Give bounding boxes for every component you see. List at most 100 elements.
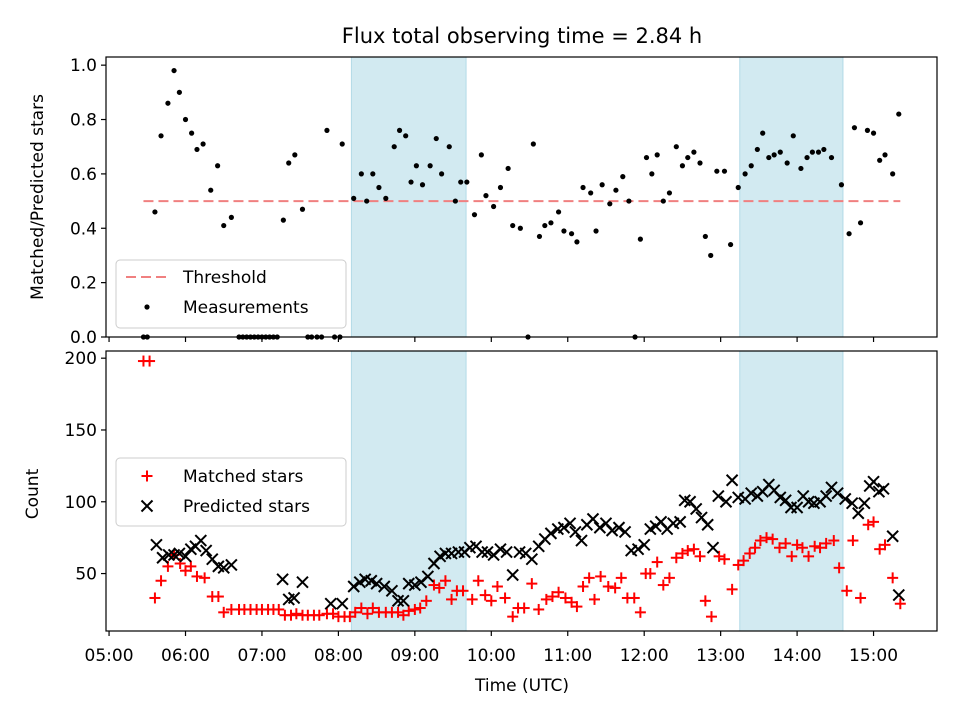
predicted-star-point [276, 573, 289, 586]
measurement-point [189, 130, 195, 136]
matched-star-point [403, 605, 415, 617]
legend-measurements-swatch [144, 304, 150, 310]
measurement-point [877, 157, 883, 163]
measurement-point [691, 149, 697, 155]
predicted-star-point [779, 494, 792, 507]
predicted-star-point [845, 496, 859, 510]
bottom-y-tick-label: 200 [65, 349, 97, 369]
predicted-star-point [593, 521, 607, 534]
predicted-star-point [725, 474, 739, 487]
measurement-point [666, 190, 673, 196]
matched-star-point [774, 542, 786, 554]
measurement-point [391, 144, 397, 150]
measurement-point [215, 163, 221, 169]
predicted-star-point [385, 584, 399, 598]
predicted-star-point [408, 578, 422, 592]
measurement-point [574, 239, 580, 245]
matched-star-point [657, 579, 669, 591]
bottom-y-tick-label: 100 [65, 493, 97, 513]
measurement-point [649, 171, 655, 177]
measurement-point [228, 214, 234, 220]
predicted-star-point [378, 580, 391, 593]
matched-star-point [313, 609, 325, 621]
predicted-star-point [877, 482, 890, 496]
top-y-tick-label: 0.2 [70, 274, 97, 294]
matched-star-point [185, 560, 197, 572]
predicted-star-point [162, 548, 175, 562]
measurement-point [870, 130, 877, 136]
measurement-point [742, 171, 748, 177]
x-tick-label: 06:00 [161, 646, 210, 666]
matched-star-point [628, 592, 640, 604]
matched-star-point [744, 547, 756, 559]
measurement-point [580, 184, 586, 191]
measurement-point [760, 130, 766, 136]
measurement-point [408, 179, 414, 185]
matched-star-point [507, 611, 519, 623]
top-panel-frame [105, 56, 938, 338]
matched-star-point [199, 572, 211, 584]
measurement-point [821, 146, 827, 153]
measurement-point [517, 225, 523, 231]
top-y-tick-label: 0.4 [70, 219, 97, 239]
predicted-star-point [336, 597, 349, 610]
measurement-point [727, 241, 734, 248]
predicted-star-point [575, 534, 588, 547]
matched-star-point [670, 552, 682, 564]
measurement-point [679, 163, 686, 169]
predicted-star-point [673, 515, 687, 529]
predicted-star-point [706, 541, 720, 554]
x-tick-label: 05:00 [85, 646, 134, 666]
predicted-star-point [179, 550, 192, 563]
predicted-star-point [217, 561, 230, 575]
matched-star-point [285, 609, 297, 621]
matched-star-point [540, 593, 552, 605]
measurement-point [599, 182, 605, 188]
matched-star-point [589, 593, 601, 605]
measurement-point [754, 146, 760, 153]
predicted-star-point [858, 496, 871, 510]
measurement-point [413, 163, 419, 169]
matched-star-point [479, 589, 491, 601]
shaded-region-1 [350, 350, 467, 632]
measurement-point [464, 179, 470, 185]
matched-star-point [439, 575, 451, 587]
matched-star-point [879, 539, 891, 551]
measurement-point [370, 171, 376, 177]
predicted-star-point [421, 570, 435, 583]
measurement-point [882, 152, 888, 158]
measurement-point [857, 220, 864, 226]
measurement-point [376, 184, 382, 191]
matched-star-point [414, 602, 426, 614]
predicted-star-point [618, 525, 632, 539]
measurement-point [358, 171, 364, 177]
matched-star-point [409, 603, 421, 615]
measurement-point [497, 184, 504, 191]
legend-matched-swatch [141, 470, 153, 482]
measurement-point [396, 127, 403, 133]
measurement-point [804, 154, 810, 161]
predicted-star-point [296, 575, 309, 589]
measurement-point [626, 198, 632, 204]
matched-star-point [499, 592, 511, 604]
predicted-star-point [605, 524, 619, 537]
measurement-point [483, 193, 489, 199]
shaded-region-2 [739, 350, 844, 632]
measurement-point [809, 149, 815, 155]
predicted-star-point [397, 594, 410, 608]
top-y-tick-label: 1.0 [70, 56, 97, 76]
measurement-point [171, 67, 177, 74]
measurement-point [555, 209, 562, 215]
predicted-star-point [631, 542, 645, 556]
predicted-star-point [790, 501, 804, 514]
predicted-star-point [719, 495, 733, 508]
matched-star-point [738, 555, 750, 567]
measurement-point [439, 171, 445, 177]
measurement-point [721, 168, 728, 174]
bottom-legend: Matched stars Predicted stars [115, 457, 347, 527]
matched-star-point [526, 578, 538, 590]
x-tick-label: 12:00 [620, 646, 669, 666]
predicted-star-point [557, 521, 571, 534]
matched-star-point [761, 532, 773, 544]
